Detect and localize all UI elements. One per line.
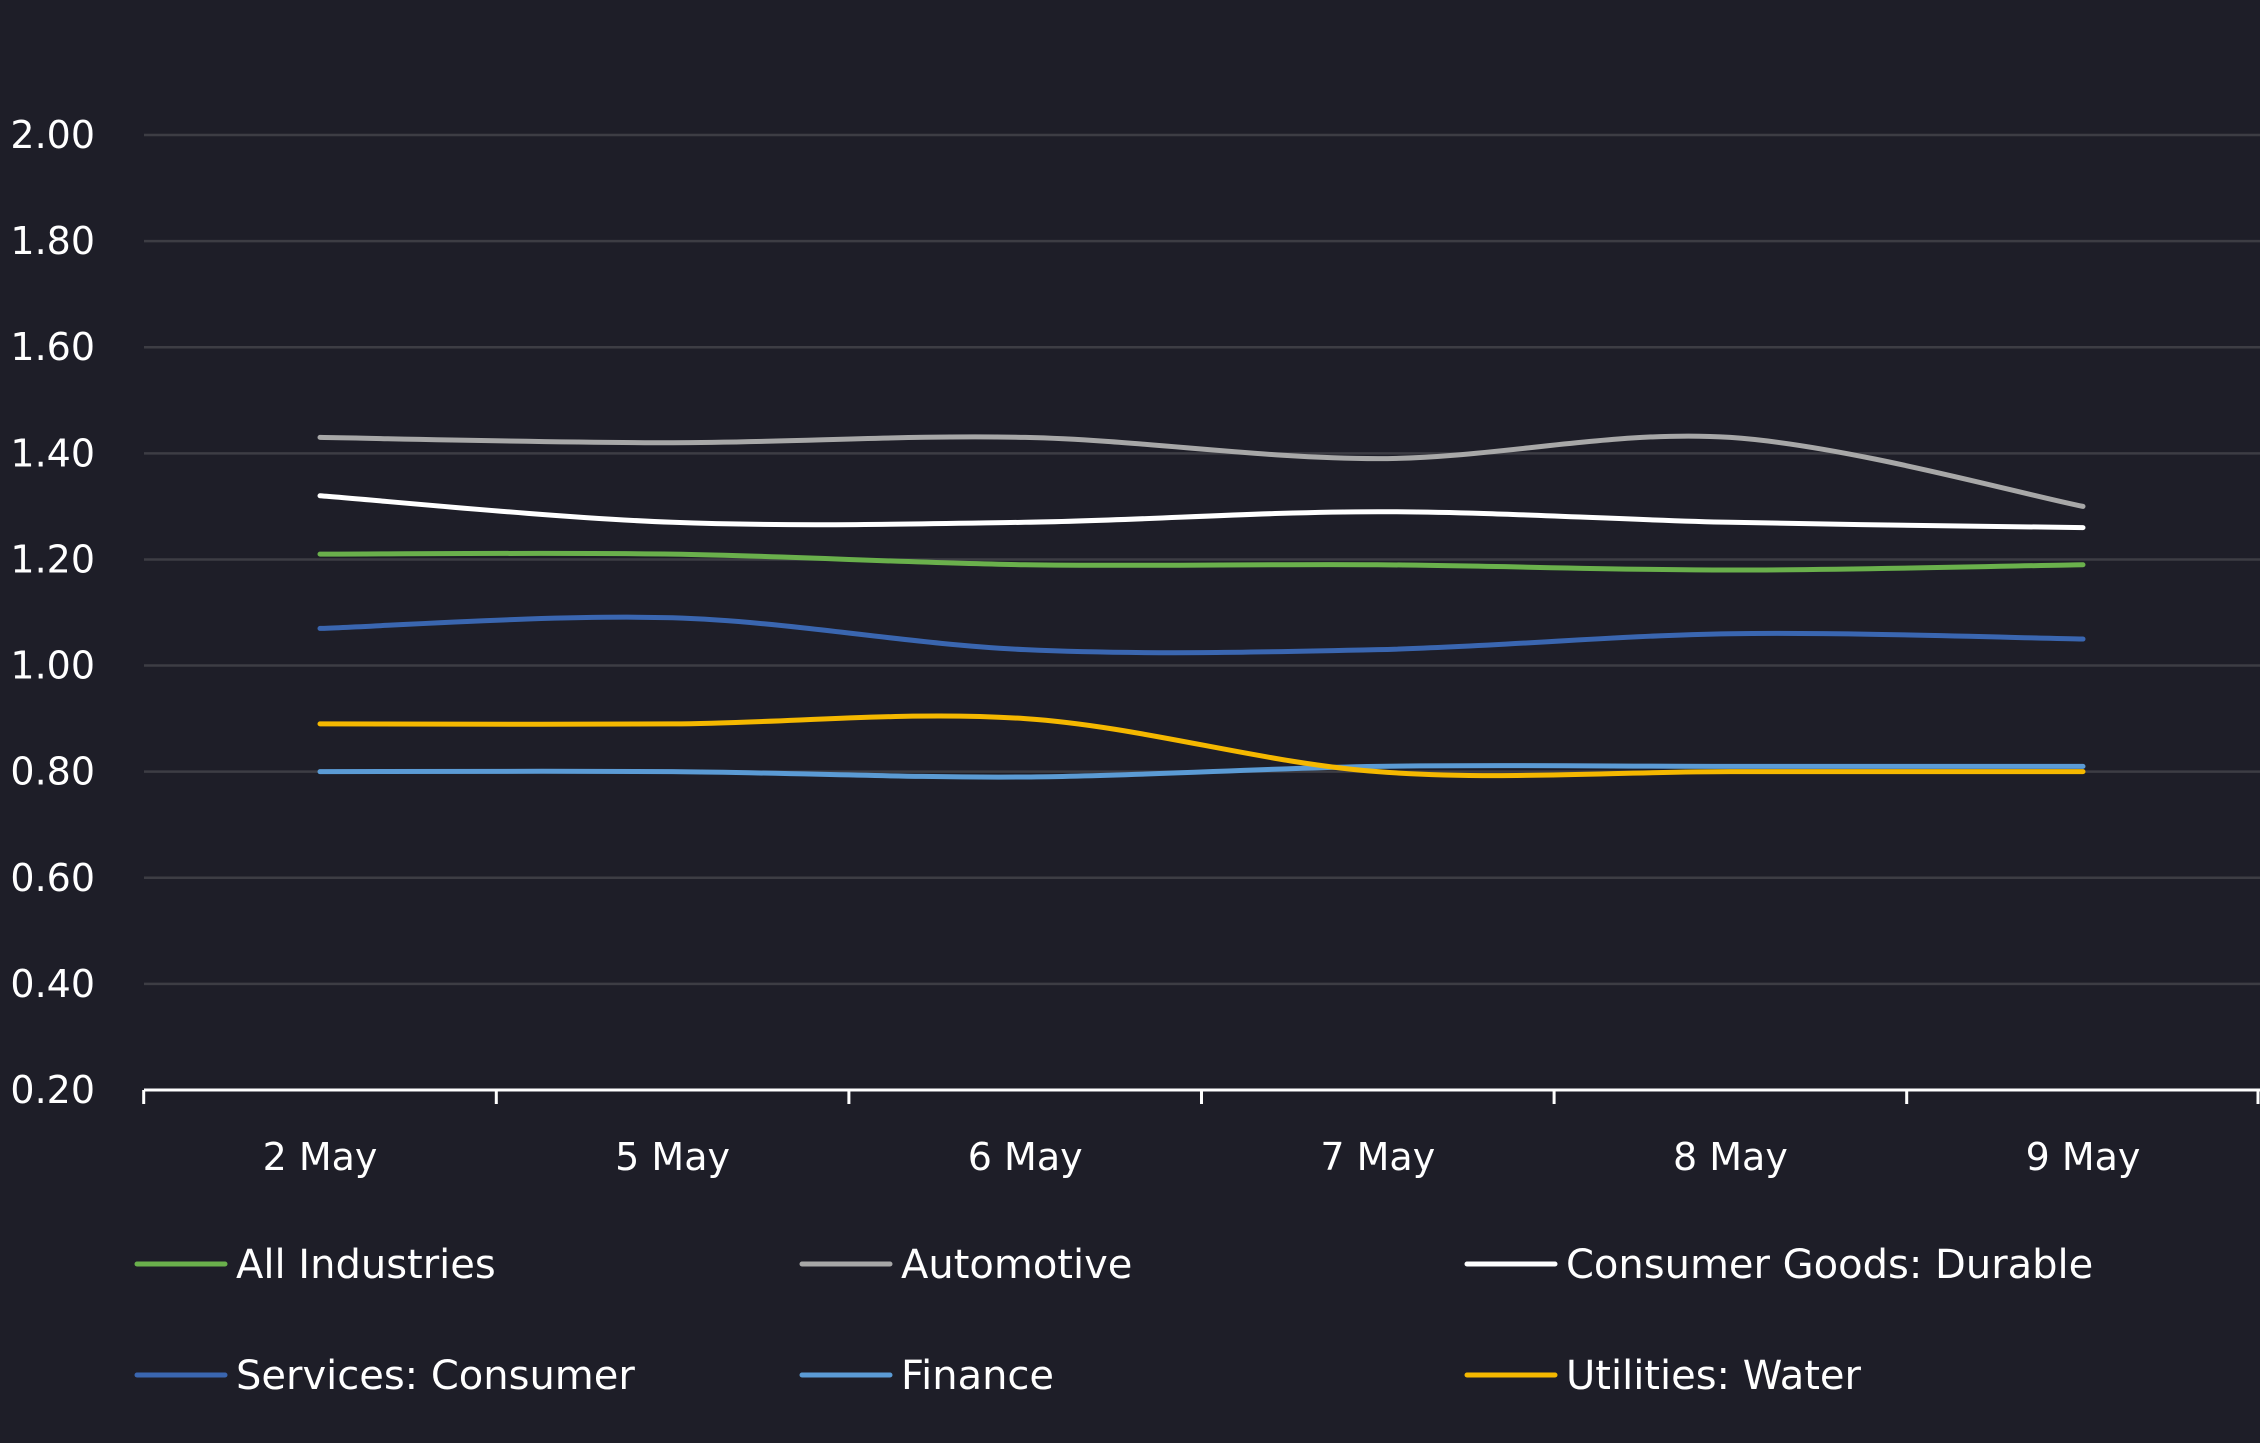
x-tick-label: 7 May xyxy=(1320,1135,1435,1179)
y-tick-label: 1.00 xyxy=(10,644,95,688)
x-tick-label: 5 May xyxy=(615,1135,730,1179)
y-tick-label: 0.20 xyxy=(10,1068,95,1112)
y-tick-label: 0.40 xyxy=(10,962,95,1006)
series-line-automotive xyxy=(317,433,2086,509)
x-axis: 2 May 5 May 6 May 7 May 8 May 9 May xyxy=(142,1088,2260,1179)
y-tick-label: 0.60 xyxy=(10,856,95,900)
legend-label-automotive: Automotive xyxy=(901,1242,1132,1288)
y-tick-label: 1.80 xyxy=(10,219,95,263)
gridlines xyxy=(144,133,2260,986)
x-tick-label: 2 May xyxy=(263,1135,378,1179)
series-line-services-consumer xyxy=(317,614,2086,656)
series-line-finance xyxy=(317,763,2086,780)
series-line-consumer-goods-durable xyxy=(317,493,2086,531)
series-line-all-industries xyxy=(317,550,2086,573)
y-tick-label: 0.80 xyxy=(10,750,95,794)
x-tick-label: 8 May xyxy=(1673,1135,1788,1179)
legend-label-all-industries: All Industries xyxy=(236,1242,496,1288)
series-line-utilities-water xyxy=(317,713,2086,779)
y-axis-tick-labels: 0.20 0.40 0.60 0.80 1.00 1.20 1.40 1.60 1.80 2.00 xyxy=(10,113,95,1112)
x-tick-label: 9 May xyxy=(2026,1135,2141,1179)
y-tick-label: 1.40 xyxy=(10,431,95,475)
series-lines xyxy=(317,433,2086,780)
legend-label-consumer-goods-durable: Consumer Goods: Durable xyxy=(1566,1242,2093,1288)
legend: All Industries Automotive Consumer Goods: … xyxy=(134,1242,2093,1399)
legend-label-utilities-water: Utilities: Water xyxy=(1566,1353,1862,1399)
y-tick-label: 2.00 xyxy=(10,113,95,157)
y-tick-label: 1.20 xyxy=(10,537,95,581)
legend-label-services-consumer: Services: Consumer xyxy=(236,1353,635,1399)
x-tick-label: 6 May xyxy=(968,1135,1083,1179)
legend-label-finance: Finance xyxy=(901,1353,1054,1399)
y-tick-label: 1.60 xyxy=(10,325,95,369)
